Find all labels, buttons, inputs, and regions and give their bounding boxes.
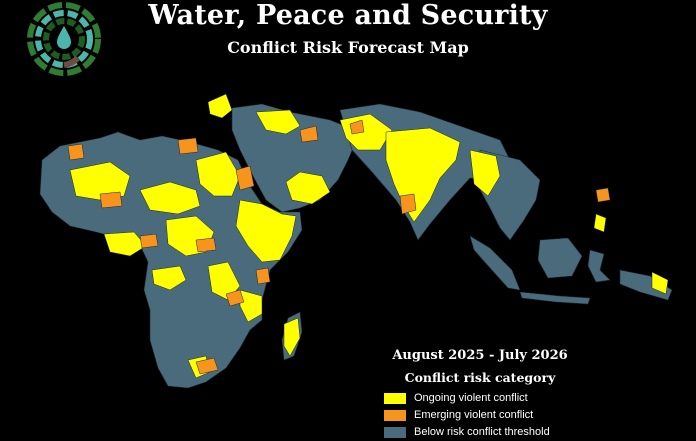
conflict-risk-map: [39, 93, 673, 389]
legend-swatch-below-threshold: [384, 426, 406, 438]
map-legend: Ongoing violent conflict Emerging violen…: [384, 390, 550, 441]
legend-item-below-threshold: Below risk conflict threshold: [384, 424, 550, 440]
middle-east-landmass: [231, 103, 361, 213]
legend-item-ongoing: Ongoing violent conflict: [384, 390, 550, 406]
legend-swatch-ongoing: [384, 392, 406, 404]
page-subtitle: Conflict Risk Forecast Map: [227, 38, 469, 57]
papua-island: [619, 269, 673, 301]
legend-title: Conflict risk category: [404, 370, 556, 385]
sumatra-island: [469, 235, 521, 291]
legend-label: Ongoing violent conflict: [414, 392, 528, 404]
wps-logo-icon: [27, 2, 101, 76]
legend-item-emerging: Emerging violent conflict: [384, 407, 550, 423]
forecast-period: August 2025 - July 2026: [392, 348, 568, 363]
legend-label: Below risk conflict threshold: [414, 426, 550, 438]
java-island: [519, 291, 591, 305]
sulawesi-island: [587, 249, 611, 283]
page-title: Water, Peace and Security: [148, 0, 548, 31]
legend-swatch-emerging: [384, 409, 406, 421]
legend-label: Emerging violent conflict: [414, 409, 534, 421]
borneo-island: [537, 237, 583, 279]
